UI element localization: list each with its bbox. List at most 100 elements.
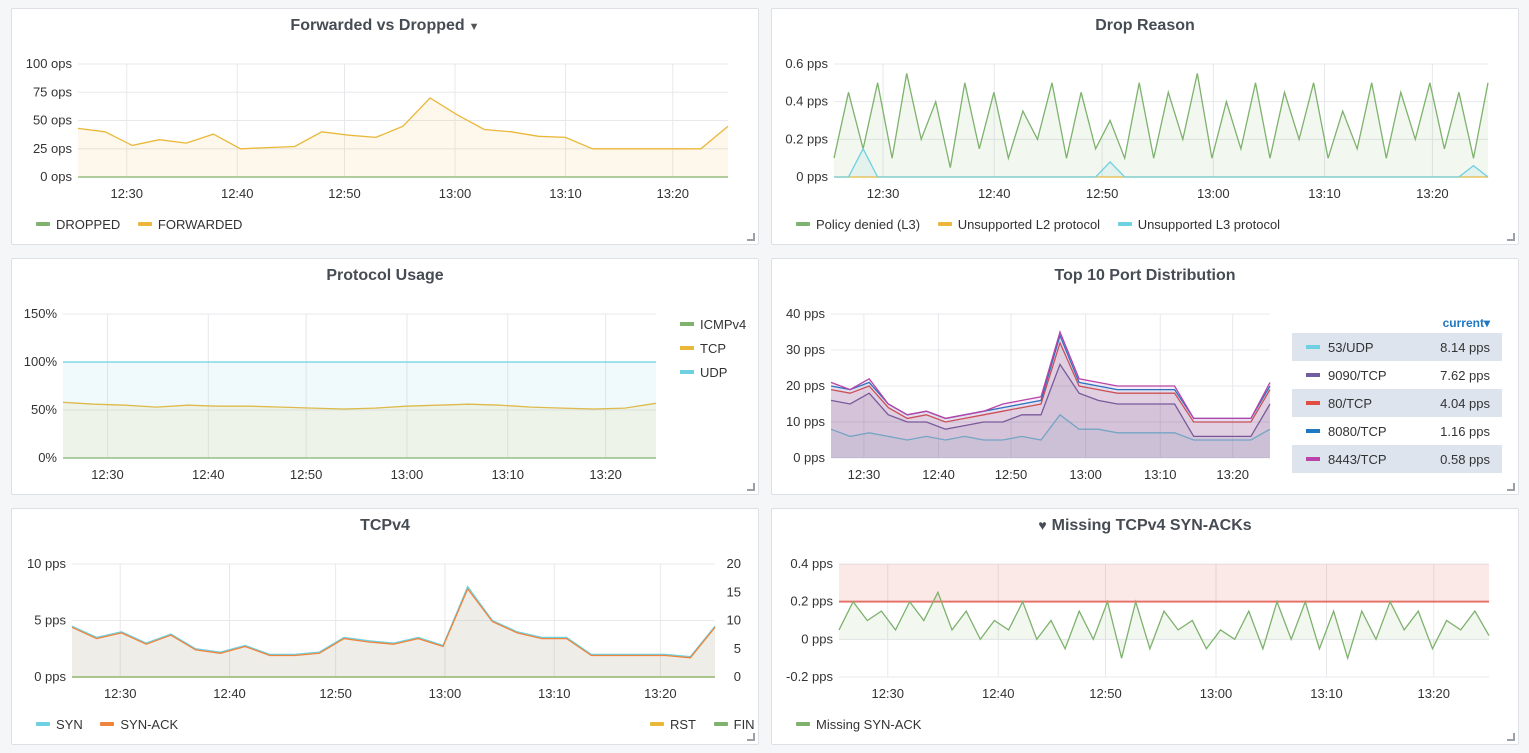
- x-tick-label: 13:20: [644, 686, 677, 701]
- x-tick-label: 12:50: [1089, 686, 1122, 701]
- legend-item-icmpv4[interactable]: ICMPv4: [680, 312, 746, 336]
- ports-chart[interactable]: 0 pps 10 pps 20 pps 30 pps 40 pps 12:30 12:40 1…: [772, 259, 1520, 496]
- legend: Policy denied (L3) Unsupported L2 protoc…: [796, 214, 1294, 232]
- y-tick-label: 0.2 pps: [790, 594, 833, 609]
- legend-row[interactable]: 8443/TCP 0.58 pps: [1292, 445, 1502, 473]
- y2-tick-label: 0: [734, 669, 741, 684]
- x-tick-label: 12:40: [221, 186, 254, 201]
- heart-icon: ♥: [1038, 517, 1047, 533]
- series-area-80-tcp: [831, 342, 1270, 458]
- y-tick-label: 10 pps: [27, 556, 67, 571]
- x-tick-label: 12:30: [110, 186, 143, 201]
- panel-tcpv4: TCPv4 0 pps 5 pps 10 pps 0 5 10 15 20 12:30 12:40…: [11, 508, 759, 745]
- y2-tick-label: 5: [734, 641, 741, 656]
- y-tick-label: 0.6 pps: [785, 56, 828, 71]
- y-tick-label: 20 pps: [786, 378, 826, 393]
- legend-item-unsupported-l3[interactable]: Unsupported L3 protocol: [1117, 217, 1280, 232]
- series-line-policy-denied-l3-: [833, 73, 1489, 168]
- legend-row[interactable]: 9090/TCP 7.62 pps: [1292, 361, 1502, 389]
- y-tick-label: 40 pps: [786, 306, 826, 321]
- y-tick-label: 0%: [38, 450, 57, 465]
- series-line-53-udp: [830, 413, 1271, 441]
- y-tick-label: 0.2 pps: [785, 131, 828, 146]
- legend-item-forwarded[interactable]: FORWARDED: [137, 217, 242, 232]
- legend: DROPPED FORWARDED: [36, 214, 256, 232]
- legend-item-policy-denied[interactable]: Policy denied (L3): [796, 217, 920, 232]
- x-tick-label: 12:40: [192, 467, 225, 482]
- resize-handle[interactable]: [747, 733, 755, 741]
- panel-title[interactable]: Forwarded vs Dropped ▼: [290, 17, 480, 34]
- legend-left: SYN SYN-ACK: [36, 714, 192, 732]
- series-area-forwarded: [78, 97, 728, 177]
- x-tick-label: 12:50: [328, 186, 361, 201]
- series-line-8443-tcp: [830, 330, 1271, 420]
- legend: ICMPv4 TCP UDP: [680, 312, 746, 384]
- legend-right: RST FIN: [650, 714, 755, 732]
- resize-handle[interactable]: [1507, 733, 1515, 741]
- series-area-syn-ack: [72, 588, 715, 677]
- legend-item-unsupported-l2[interactable]: Unsupported L2 protocol: [937, 217, 1100, 232]
- x-tick-label: 12:40: [922, 467, 955, 482]
- chevron-down-icon[interactable]: ▼: [468, 21, 480, 33]
- legend-item-tcp[interactable]: TCP: [680, 336, 746, 360]
- legend-row[interactable]: 80/TCP 4.04 pps: [1292, 389, 1502, 417]
- forwarded-chart[interactable]: 0 ops 25 ops 50 ops 75 ops 100 ops 12:30 12:40…: [12, 9, 760, 246]
- y-tick-label: 100 ops: [26, 56, 73, 71]
- legend-item-missing-syn-ack[interactable]: Missing SYN-ACK: [796, 717, 921, 732]
- legend-item-rst[interactable]: RST: [650, 717, 696, 732]
- y2-tick-label: 15: [727, 584, 741, 599]
- drop-reason-chart[interactable]: 0 pps 0.2 pps 0.4 pps 0.6 pps 12:30 12:40 12:5…: [772, 9, 1520, 246]
- x-tick-label: 12:50: [290, 467, 323, 482]
- protocol-chart[interactable]: 0% 50% 100% 150% 12:30 12:40 12:50 13:00 13:10 13…: [12, 259, 760, 496]
- x-tick-label: 13:00: [1069, 467, 1102, 482]
- x-tick-label: 13:00: [391, 467, 424, 482]
- x-tick-label: 13:10: [549, 186, 582, 201]
- series-area-missing-syn-ack: [839, 592, 1489, 659]
- series-area-syn: [72, 586, 715, 677]
- series-line-syn: [71, 585, 716, 658]
- y2-tick-label: 20: [727, 556, 741, 571]
- resize-handle[interactable]: [1507, 233, 1515, 241]
- panel-title[interactable]: Drop Reason: [1095, 17, 1195, 34]
- legend-row[interactable]: 53/UDP 8.14 pps: [1292, 333, 1502, 361]
- legend-item-syn[interactable]: SYN: [36, 717, 83, 732]
- legend-item-dropped[interactable]: DROPPED: [36, 217, 120, 232]
- series-line-9090-tcp: [830, 362, 1271, 438]
- threshold-band: [839, 564, 1489, 602]
- tcpv4-chart[interactable]: 0 pps 5 pps 10 pps 0 5 10 15 20 12:30 12:40 12:50 1…: [12, 509, 760, 746]
- legend-table: current▾ 53/UDP 8.14 pps 9090/TCP 7.62 pps…: [1292, 313, 1502, 489]
- legend: Missing SYN-ACK: [796, 714, 935, 732]
- legend-item-udp[interactable]: UDP: [680, 360, 746, 384]
- series-line-tcp: [62, 401, 657, 410]
- legend-item-syn-ack[interactable]: SYN-ACK: [100, 717, 178, 732]
- legend-row[interactable]: 8080/TCP 1.16 pps: [1292, 417, 1502, 445]
- x-tick-label: 13:20: [656, 186, 689, 201]
- resize-handle[interactable]: [1507, 483, 1515, 491]
- y-tick-label: 0.4 pps: [790, 556, 833, 571]
- legend-item-fin[interactable]: FIN: [713, 717, 755, 732]
- y-tick-label: 150%: [24, 306, 58, 321]
- panel-title[interactable]: TCPv4: [360, 517, 410, 534]
- synack-chart[interactable]: -0.2 pps 0 pps 0.2 pps 0.4 pps 12:30 12:40 12:…: [772, 509, 1520, 746]
- x-tick-label: 12:50: [995, 467, 1028, 482]
- resize-handle[interactable]: [747, 483, 755, 491]
- panel-title[interactable]: ♥ Missing TCPv4 SYN-ACKs: [1038, 517, 1252, 534]
- y-tick-label: 0 ops: [40, 169, 72, 184]
- resize-handle[interactable]: [747, 233, 755, 241]
- x-tick-label: 12:40: [982, 686, 1015, 701]
- y-tick-label: 5 pps: [34, 613, 66, 628]
- y-tick-label: 50 ops: [33, 113, 73, 128]
- y-tick-label: 10 pps: [786, 414, 826, 429]
- y-tick-label: 50%: [31, 402, 57, 417]
- y-tick-label: 0 pps: [801, 631, 833, 646]
- panel-title[interactable]: Top 10 Port Distribution: [1054, 267, 1236, 284]
- series-area-8080-tcp: [831, 335, 1270, 458]
- sort-current-button[interactable]: current▾: [1442, 316, 1490, 330]
- panel-title[interactable]: Protocol Usage: [326, 267, 444, 284]
- x-tick-label: 13:00: [439, 186, 472, 201]
- x-tick-label: 12:40: [978, 186, 1011, 201]
- x-tick-label: 12:30: [104, 686, 137, 701]
- series-line-80-tcp: [830, 340, 1271, 423]
- x-tick-label: 12:30: [867, 186, 900, 201]
- panel-top10-ports: Top 10 Port Distribution 0 pps 10 pps 20 p…: [771, 258, 1519, 495]
